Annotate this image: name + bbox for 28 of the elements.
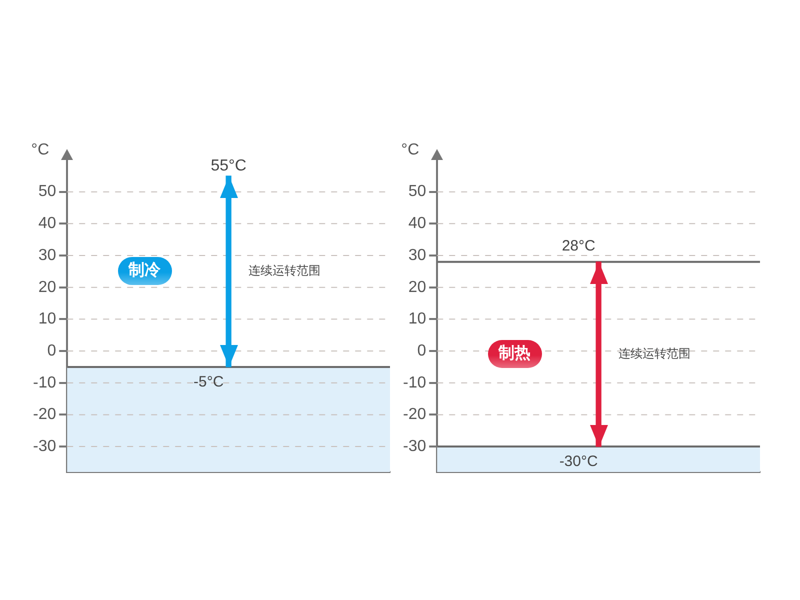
y-tick-label: 20 bbox=[408, 278, 426, 296]
ref-line-label: 28°C bbox=[562, 238, 596, 255]
y-tick-label: 50 bbox=[408, 183, 426, 200]
y-tick-label: -30 bbox=[403, 438, 426, 455]
annotation: 55°C bbox=[210, 157, 246, 174]
ref-line-label: -5°C bbox=[193, 374, 224, 391]
y-tick-label: -30 bbox=[33, 438, 56, 455]
annotation: 连续运转范围 bbox=[618, 346, 691, 361]
y-tick-label: -10 bbox=[33, 374, 56, 392]
y-tick-label: 0 bbox=[417, 342, 426, 360]
y-tick-label: 40 bbox=[38, 215, 56, 232]
y-tick-label: 20 bbox=[38, 278, 56, 296]
y-tick-label: 10 bbox=[38, 310, 56, 328]
y-axis-title: °C bbox=[31, 141, 50, 158]
y-axis-title: °C bbox=[401, 141, 420, 158]
annotation: 连续运转范围 bbox=[248, 264, 321, 278]
y-tick-label: -10 bbox=[403, 374, 426, 392]
annotation: 制热 bbox=[488, 340, 542, 368]
ref-line-label: -30°C bbox=[559, 453, 598, 470]
y-tick-label: -20 bbox=[403, 406, 426, 424]
y-tick-label: 30 bbox=[408, 246, 426, 264]
y-tick-label: -20 bbox=[33, 406, 56, 424]
y-tick-label: 30 bbox=[38, 246, 56, 264]
annotation: 制冷 bbox=[118, 257, 172, 286]
y-tick-label: 40 bbox=[408, 215, 426, 232]
y-tick-label: 10 bbox=[408, 310, 426, 328]
y-tick-label: 0 bbox=[47, 342, 56, 360]
y-tick-label: 50 bbox=[38, 183, 56, 200]
